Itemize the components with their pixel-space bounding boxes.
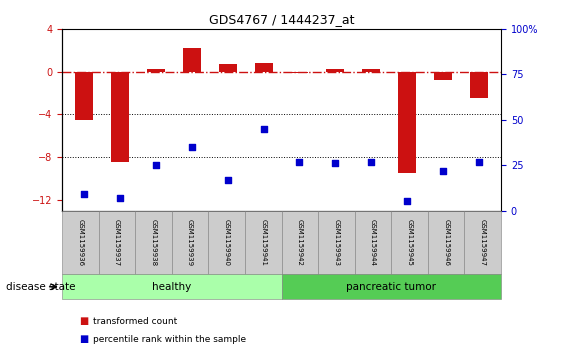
Point [187,144,196,150]
Point [331,160,340,166]
Text: GSM1159943: GSM1159943 [333,219,339,266]
Point [367,159,376,164]
Bar [471,72,489,98]
Bar [218,64,236,72]
Bar [435,72,453,80]
Text: GSM1159947: GSM1159947 [480,219,486,266]
Bar [74,72,92,120]
Point [403,199,412,204]
Point [151,162,160,168]
Text: ■: ■ [79,334,88,344]
Point [115,195,124,201]
Point [223,177,232,183]
Text: GSM1159939: GSM1159939 [187,219,193,266]
Text: GSM1159944: GSM1159944 [370,219,376,266]
Text: GSM1159945: GSM1159945 [406,219,413,266]
Bar [146,69,164,72]
Bar [291,72,309,73]
Text: percentile rank within the sample: percentile rank within the sample [93,335,246,344]
Text: pancreatic tumor: pancreatic tumor [346,282,436,292]
Point [259,126,268,132]
Bar [254,63,272,72]
Text: GSM1159942: GSM1159942 [297,219,303,266]
Text: disease state: disease state [6,282,75,292]
Bar [363,69,381,72]
Point [295,159,304,164]
Bar [399,72,417,173]
Text: GDS4767 / 1444237_at: GDS4767 / 1444237_at [209,13,354,26]
Text: GSM1159940: GSM1159940 [224,219,230,266]
Bar [327,69,345,72]
Text: healthy: healthy [152,282,191,292]
Point [439,168,448,174]
Bar [110,72,128,163]
Text: GSM1159938: GSM1159938 [150,219,157,266]
Point [475,159,484,164]
Text: GSM1159941: GSM1159941 [260,219,266,266]
Point [79,191,88,197]
Text: transformed count: transformed count [93,317,177,326]
Text: GSM1159946: GSM1159946 [443,219,449,266]
Text: GSM1159937: GSM1159937 [114,219,120,266]
Text: GSM1159936: GSM1159936 [77,219,83,266]
Bar [182,48,200,72]
Text: ■: ■ [79,316,88,326]
